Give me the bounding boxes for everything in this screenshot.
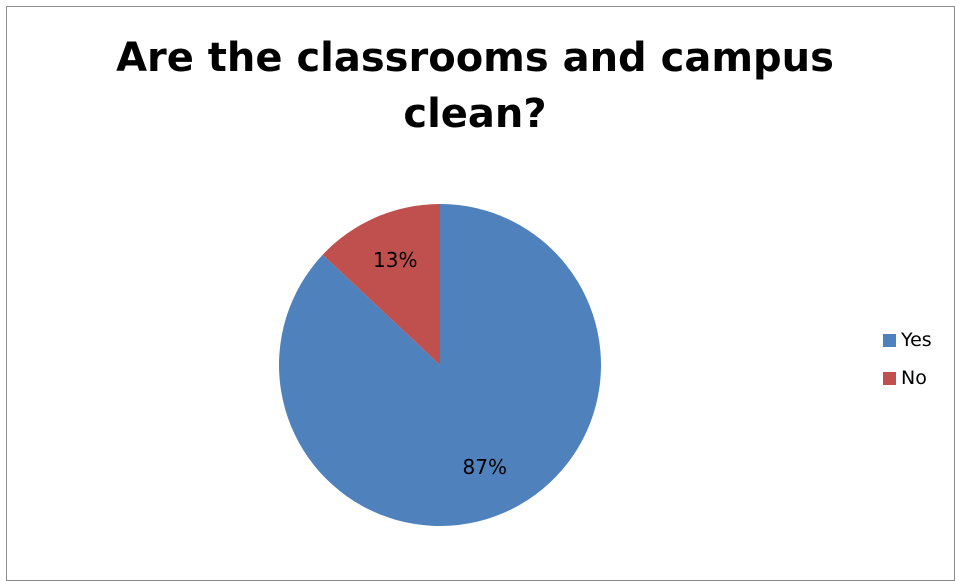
data-label-no: 13% — [373, 248, 417, 272]
legend: Yes No — [883, 329, 932, 406]
legend-label-yes: Yes — [901, 329, 932, 351]
pie-slice-no — [322, 204, 440, 365]
legend-label-no: No — [901, 367, 927, 389]
legend-swatch-yes — [883, 333, 896, 347]
legend-item-yes: Yes — [883, 329, 932, 351]
legend-item-no: No — [883, 367, 932, 389]
data-label-yes: 87% — [463, 455, 507, 479]
legend-swatch-no — [883, 371, 896, 385]
chart-title: Are the classrooms and campus clean? — [116, 35, 834, 137]
